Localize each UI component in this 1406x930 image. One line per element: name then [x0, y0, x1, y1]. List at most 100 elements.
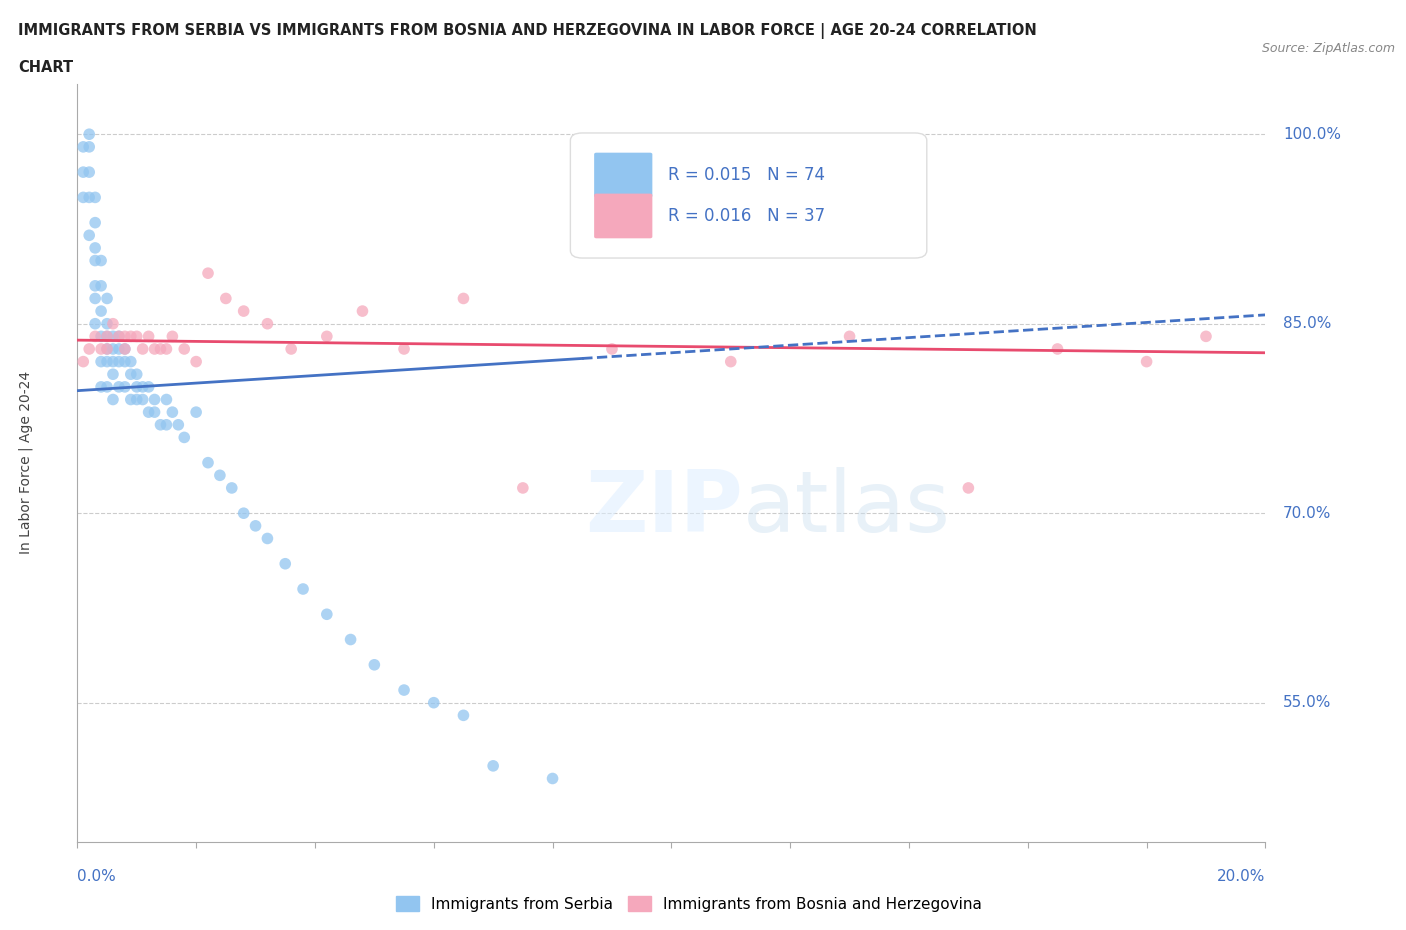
Text: 100.0%: 100.0% — [1284, 126, 1341, 141]
Point — [392, 683, 415, 698]
Point — [215, 291, 238, 306]
Point — [280, 341, 302, 356]
Point — [957, 481, 980, 496]
Point — [453, 708, 475, 723]
FancyBboxPatch shape — [571, 133, 927, 258]
Point — [155, 341, 177, 356]
Text: 20.0%: 20.0% — [1218, 870, 1265, 884]
Point — [108, 354, 131, 369]
Text: Source: ZipAtlas.com: Source: ZipAtlas.com — [1261, 42, 1395, 55]
Point — [77, 126, 100, 141]
Point — [149, 418, 172, 432]
Point — [232, 304, 254, 319]
Point — [162, 405, 184, 419]
Point — [125, 329, 148, 344]
Point — [149, 341, 172, 356]
Point — [131, 379, 153, 394]
Point — [84, 278, 107, 293]
Point — [84, 316, 107, 331]
Text: In Labor Force | Age 20-24: In Labor Force | Age 20-24 — [20, 371, 34, 554]
Point — [77, 341, 100, 356]
Point — [90, 253, 112, 268]
Point — [96, 379, 118, 394]
Point — [84, 253, 107, 268]
Point — [84, 241, 107, 256]
Point — [838, 329, 860, 344]
Point — [101, 366, 124, 381]
Point — [101, 354, 124, 369]
Point — [186, 405, 208, 419]
Point — [77, 190, 100, 205]
Point — [84, 190, 107, 205]
Point — [120, 329, 142, 344]
Point — [600, 341, 623, 356]
Point — [186, 354, 208, 369]
Text: R = 0.015   N = 74: R = 0.015 N = 74 — [668, 166, 825, 184]
Point — [131, 341, 153, 356]
Text: IMMIGRANTS FROM SERBIA VS IMMIGRANTS FROM BOSNIA AND HERZEGOVINA IN LABOR FORCE : IMMIGRANTS FROM SERBIA VS IMMIGRANTS FRO… — [18, 23, 1038, 39]
Point — [315, 329, 337, 344]
Point — [120, 392, 142, 407]
Point — [173, 430, 195, 445]
Point — [173, 341, 195, 356]
Point — [72, 165, 94, 179]
Point — [114, 341, 136, 356]
Point — [155, 418, 177, 432]
Point — [96, 341, 118, 356]
Point — [138, 329, 160, 344]
Text: 70.0%: 70.0% — [1284, 506, 1331, 521]
Point — [167, 418, 190, 432]
Point — [197, 266, 219, 281]
Point — [101, 392, 124, 407]
Point — [138, 379, 160, 394]
Point — [120, 366, 142, 381]
Point — [84, 329, 107, 344]
Point — [232, 506, 254, 521]
Point — [108, 329, 131, 344]
Point — [512, 481, 534, 496]
Point — [77, 228, 100, 243]
Point — [96, 329, 118, 344]
Point — [90, 379, 112, 394]
Point — [84, 291, 107, 306]
Point — [453, 291, 475, 306]
Text: CHART: CHART — [18, 60, 73, 75]
Legend: Immigrants from Serbia, Immigrants from Bosnia and Herzegovina: Immigrants from Serbia, Immigrants from … — [389, 889, 988, 918]
Point — [339, 632, 361, 647]
Point — [108, 341, 131, 356]
Point — [90, 341, 112, 356]
Point — [256, 316, 278, 331]
Text: atlas: atlas — [742, 467, 950, 550]
Point — [96, 341, 118, 356]
Point — [114, 379, 136, 394]
Point — [541, 771, 564, 786]
Point — [208, 468, 231, 483]
Point — [96, 316, 118, 331]
Point — [90, 354, 112, 369]
Point — [720, 354, 742, 369]
Point — [125, 366, 148, 381]
Point — [274, 556, 297, 571]
Point — [72, 354, 94, 369]
FancyBboxPatch shape — [595, 193, 652, 238]
Point — [138, 405, 160, 419]
Point — [482, 759, 505, 774]
Point — [363, 658, 385, 672]
Point — [77, 140, 100, 154]
Point — [84, 215, 107, 230]
Text: 85.0%: 85.0% — [1284, 316, 1331, 331]
Point — [352, 304, 374, 319]
Point — [120, 354, 142, 369]
Point — [162, 329, 184, 344]
Text: ZIP: ZIP — [585, 467, 742, 550]
Point — [96, 354, 118, 369]
Point — [1046, 341, 1069, 356]
Point — [72, 140, 94, 154]
Point — [96, 329, 118, 344]
Point — [101, 341, 124, 356]
Point — [155, 392, 177, 407]
Point — [114, 329, 136, 344]
Point — [125, 379, 148, 394]
Text: 55.0%: 55.0% — [1284, 696, 1331, 711]
Point — [101, 329, 124, 344]
